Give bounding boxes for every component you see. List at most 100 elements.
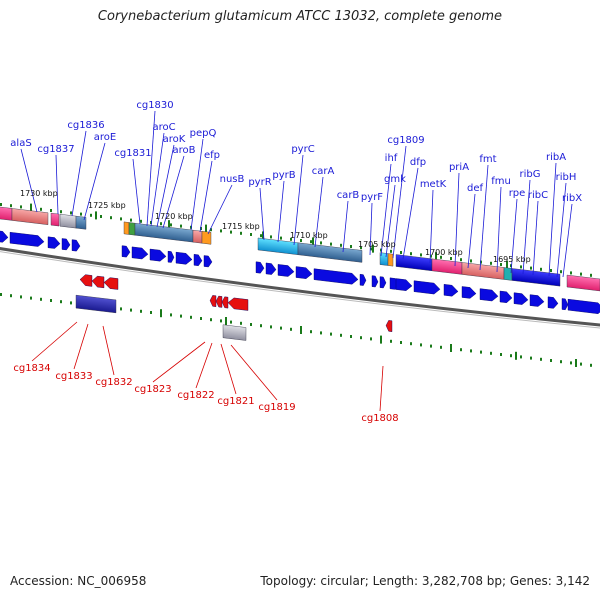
tick-dot-upper [200,227,202,230]
tick-dot-lower [190,315,192,319]
forward-gene-label: aroK [163,134,186,145]
tick-dot-upper [250,233,252,236]
feature-block [201,231,212,245]
forward-leader [277,180,285,243]
reverse-gene-label: cg1834 [13,363,50,374]
tick-dot-upper [520,265,522,269]
feature-block [566,274,600,292]
tick-dot-lower [410,342,412,346]
forward-gene-label: pyrF [361,192,383,203]
forward-leader [380,163,392,257]
tick-major [160,309,162,318]
forward-leader [369,202,373,256]
forward-gene-label: aroB [173,145,196,156]
forward-gene-label: nusB [220,174,245,185]
forward-leader [385,184,396,258]
tick-dot-upper [510,264,512,268]
tick-major [450,344,452,352]
tick-dot-lower [280,326,282,330]
forward-gene-label: ribX [562,193,582,204]
tick-dot-upper [140,219,142,223]
forward-leader [150,132,165,227]
forward-gene-label: priA [449,162,469,173]
reverse-gene-arrow [91,275,105,289]
tick-major [262,231,264,240]
reverse-gene-label: cg1822 [177,390,214,401]
tick-major [95,211,97,220]
forward-leader [510,198,518,274]
forward-gene-label: alaS [10,138,31,149]
reverse-gene-label: cg1819 [258,402,295,413]
tick-dot-upper [230,230,232,234]
tick-dot-lower [590,363,592,367]
tick-dot-lower [240,321,242,325]
tick-dot-lower [550,359,552,362]
forward-gene-arrow [395,278,413,291]
tick-dot-lower [220,319,222,323]
forward-gene-label: metK [420,179,447,190]
tick-dot-lower [540,357,542,361]
tick-dot-lower [430,344,432,348]
forward-gene-arrow [567,298,600,314]
reverse-gene-label: cg1833 [55,371,92,382]
tick-major [168,220,170,229]
forward-leader [207,184,233,235]
forward-gene-arrow [203,255,213,268]
tick-dot-upper [560,270,562,274]
tick-dot-lower [470,349,472,353]
forward-leader [190,138,204,231]
forward-gene-label: dfp [410,157,426,168]
forward-leader [314,176,324,248]
forward-gene-label: cg1837 [37,144,74,155]
forward-gene-arrow [255,261,265,274]
tick-dot-lower [370,337,372,341]
tick-dot-upper [370,247,372,251]
kbp-label: 1705 kbp [358,240,396,249]
forward-leader [156,144,175,228]
forward-leader [562,203,573,278]
tick-major [575,359,577,367]
forward-gene-arrow [47,236,61,249]
reverse-gene-arrow [103,277,119,290]
kbp-label: 1710 kbp [290,231,328,240]
kbp-label: 1720 kbp [155,212,193,221]
feature-block [128,222,136,236]
forward-leader [479,164,489,271]
tick-dot-upper [20,205,22,209]
tick-major [506,260,508,269]
forward-leader [83,142,106,221]
label-leaders [20,110,573,412]
tick-dot-lower [60,300,62,304]
reverse-gene-arrow [215,295,223,308]
forward-leader [199,160,213,233]
feature-block [0,206,13,221]
feature-block [431,258,463,275]
reverse-leader [73,323,89,370]
reverse-leader [230,344,278,401]
forward-gene-label: ihf [385,153,398,164]
tick-dot-upper [240,231,242,235]
tick-dot-upper [420,253,422,257]
tick-dot-upper [590,273,592,277]
tick-dot-upper [70,211,72,215]
forward-gene-label: fmu [491,176,511,187]
forward-leader [162,155,185,229]
tick-dot-lower [360,336,362,340]
accession-text: Accession: NC_006958 [10,574,147,588]
tick-dot-upper [310,240,312,244]
tick-dot-lower [350,335,352,338]
forward-gene-arrow [371,275,379,288]
tick-dot-lower [480,350,482,354]
forward-gene-arrow [359,273,367,286]
forward-leader [402,167,419,260]
tick-major [225,317,227,325]
tick-major [515,351,517,360]
forward-leader [429,189,434,264]
feature-block [511,268,561,287]
tick-dot-upper [50,209,52,212]
reverse-leader [152,341,206,383]
tick-dot-lower [270,325,272,329]
tick-dot-upper [430,254,432,258]
tick-dot-lower [150,311,152,314]
